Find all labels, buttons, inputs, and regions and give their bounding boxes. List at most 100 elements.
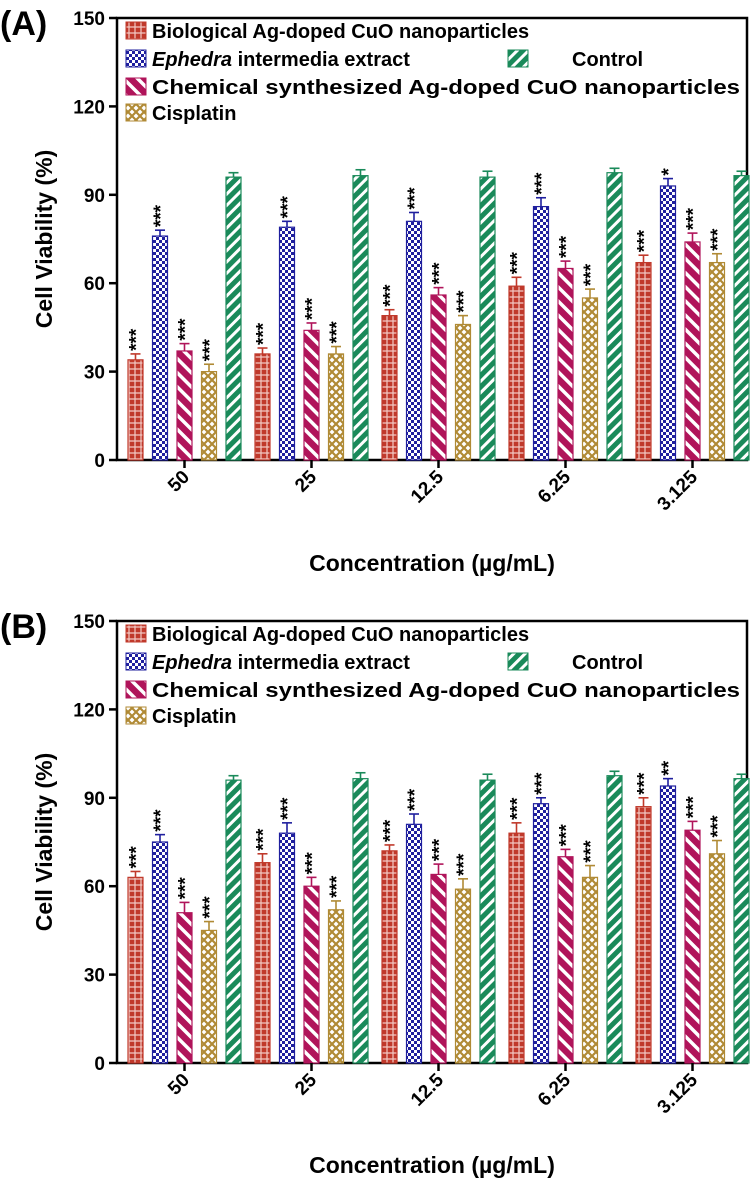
legend-swatch-ephedra (125, 652, 147, 671)
panel-b-bar-chemical-2 (430, 873, 447, 1064)
panel-b-bar-ephedra-3 (532, 803, 550, 1064)
panel-a-y-tick-label: 120 (73, 97, 105, 118)
legend-swatch-chemical (125, 77, 147, 96)
panel-b-bar-ephedra-2 (405, 823, 423, 1064)
panel-b-bar-cisplatin-3 (581, 876, 599, 1064)
legend-label-chemical: Chemical synthesized Ag-doped CuO nanopa… (152, 77, 740, 99)
panel-b-sig-label-chemical-0: *** (176, 877, 197, 900)
panel-a-x-tick-label: 6.25 (534, 466, 575, 507)
panel-a-sig-label-cisplatin-1: *** (327, 321, 348, 344)
panel-b-x-tick-label: 25 (291, 1069, 321, 1099)
panel-b-label: (B) (0, 608, 47, 646)
panel-b-sig-label-biological-2: *** (381, 819, 402, 842)
panel-b-x-tick-label: 12.5 (407, 1069, 448, 1110)
panel-b-sig-label-ephedra-3: *** (532, 772, 553, 795)
panel-b-y-tick-label: 30 (84, 966, 105, 987)
panel-b-bar-chemical-4 (684, 829, 701, 1064)
panel-a-sig-label-ephedra-3: *** (532, 172, 553, 195)
panel-a-sig-label-biological-4: *** (635, 229, 656, 252)
panel-a-x-axis-title: Concentration (µg/mL) (309, 550, 555, 576)
legend-label-biological: Biological Ag-doped CuO nanoparticles (152, 624, 529, 646)
legend-label-control: Control (572, 49, 643, 71)
panel-b-bar-cisplatin-2 (454, 888, 472, 1064)
panel-a-bar-cisplatin-2 (454, 323, 472, 461)
panel-a-y-axis-title: Cell Viability (%) (31, 150, 57, 329)
panel-b-bar-control-0 (225, 779, 242, 1064)
panel-b-sig-label-cisplatin-2: *** (454, 853, 475, 876)
panel-b-legend: Biological Ag-doped CuO nanoparticles Ep… (125, 624, 740, 728)
panel-a-sig-label-ephedra-1: *** (278, 196, 299, 219)
panel-a-y-tick-label: 30 (84, 363, 105, 384)
panel-a-bar-chemical-3 (557, 267, 574, 461)
panel-b-sig-label-biological-4: *** (635, 772, 656, 795)
panel-a-bar-cisplatin-4 (708, 261, 726, 461)
panel-a-y-tick-label: 90 (84, 186, 105, 207)
panel-a-legend: Biological Ag-doped CuO nanoparticles Ep… (125, 21, 740, 125)
panel-b-bar-ephedra-4 (659, 785, 677, 1064)
panel-b-bar-control-3 (606, 775, 623, 1064)
panel-a-y-ticks: 0 30 60 90 120 150 (73, 9, 117, 472)
legend-label-control: Control (572, 652, 643, 674)
panel-b-bar-control-2 (479, 779, 496, 1064)
legend-swatch-control (507, 49, 529, 68)
panel-b-sig-label-chemical-4: *** (684, 796, 705, 819)
panel-a-bar-cisplatin-3 (581, 297, 599, 461)
legend-label-ephedra-rest: intermedia extract (232, 652, 410, 674)
panel-a-bar-biological-3 (508, 285, 525, 461)
panel-a-sig-label-chemical-3: *** (557, 235, 578, 258)
panel-b-bar-cisplatin-0 (200, 929, 218, 1064)
panel-b-bars: ****** *************** *******************… (127, 760, 750, 1064)
panel-b-x-ticks: 50 25 12.5 6.25 3.125 (164, 1063, 702, 1118)
panel-a-y-tick-label: 0 (94, 451, 105, 472)
legend-label-chemical: Chemical synthesized Ag-doped CuO nanopa… (152, 680, 740, 702)
panel-b-sig-label-ephedra-1: *** (278, 797, 299, 820)
panel-a-bar-chemical-2 (430, 294, 447, 461)
panel-a-bar-ephedra-1 (278, 226, 296, 461)
panel-a-bar-control-4 (733, 175, 750, 461)
panel-b-sig-label-cisplatin-4: *** (708, 815, 729, 838)
panel-a-bar-cisplatin-0 (200, 371, 218, 461)
legend-label-cisplatin: Cisplatin (152, 706, 236, 728)
panel-b-bar-biological-3 (508, 832, 525, 1064)
panel-b-sig-label-ephedra-2: *** (405, 788, 426, 811)
panel-a-sig-label-chemical-0: *** (176, 318, 197, 341)
panel-b-bar-chemical-3 (557, 856, 574, 1064)
panel-a-bar-ephedra-0 (151, 235, 169, 461)
panel-b-y-tick-label: 90 (84, 789, 105, 810)
panel-a-sig-label-cisplatin-3: *** (581, 263, 602, 286)
legend-swatch-control (507, 652, 529, 671)
panel-b-y-tick-label: 60 (84, 877, 105, 898)
panel-b-bar-biological-2 (381, 850, 398, 1064)
legend-swatch-chemical (125, 680, 147, 699)
legend-swatch-biological (125, 21, 147, 40)
panel-b: (B) ****** *************** ***************… (0, 608, 750, 1178)
panel-b-bar-cisplatin-4 (708, 853, 726, 1064)
panel-b-sig-label-biological-3: *** (508, 797, 529, 820)
legend-swatch-ephedra (125, 49, 147, 68)
panel-a-x-ticks: 50 25 12.5 6.25 3.125 (164, 460, 702, 515)
panel-b-sig-label-cisplatin-0: *** (200, 896, 221, 919)
panel-a-bar-biological-2 (381, 315, 398, 461)
panel-a-bar-chemical-4 (684, 241, 701, 461)
panel-b-y-tick-label: 150 (73, 612, 105, 633)
panel-b-bar-chemical-0 (176, 912, 193, 1064)
panel-b-x-axis-title: Concentration (µg/mL) (309, 1152, 555, 1178)
panel-a-sig-label-ephedra-2: *** (405, 187, 426, 210)
panel-b-bar-chemical-1 (303, 885, 320, 1064)
panel-a-sig-label-chemical-1: *** (303, 297, 324, 320)
panel-a-bar-chemical-0 (176, 350, 193, 461)
panel-a-sig-label-biological-1: *** (254, 322, 275, 345)
panel-a-x-tick-label: 12.5 (407, 466, 448, 507)
panel-a: (A) *** *************** *** ***************… (0, 5, 750, 576)
panel-a-sig-label-cisplatin-4: *** (708, 228, 729, 251)
legend-label-ephedra-rest: intermedia extract (232, 49, 410, 71)
legend-label-ephedra-italic: Ephedra (152, 652, 232, 674)
panel-a-bar-ephedra-2 (405, 220, 423, 461)
panel-b-sig-label-chemical-3: *** (557, 824, 578, 847)
panel-b-sig-label-ephedra-4: ** (659, 760, 680, 775)
panel-a-x-tick-label: 25 (291, 466, 321, 496)
panel-b-bar-biological-4 (635, 806, 652, 1064)
panel-b-y-axis-title: Cell Viability (%) (31, 753, 57, 932)
panel-b-x-tick-label: 3.125 (654, 1069, 703, 1118)
panel-a-sig-label-ephedra-4: * (659, 168, 680, 176)
